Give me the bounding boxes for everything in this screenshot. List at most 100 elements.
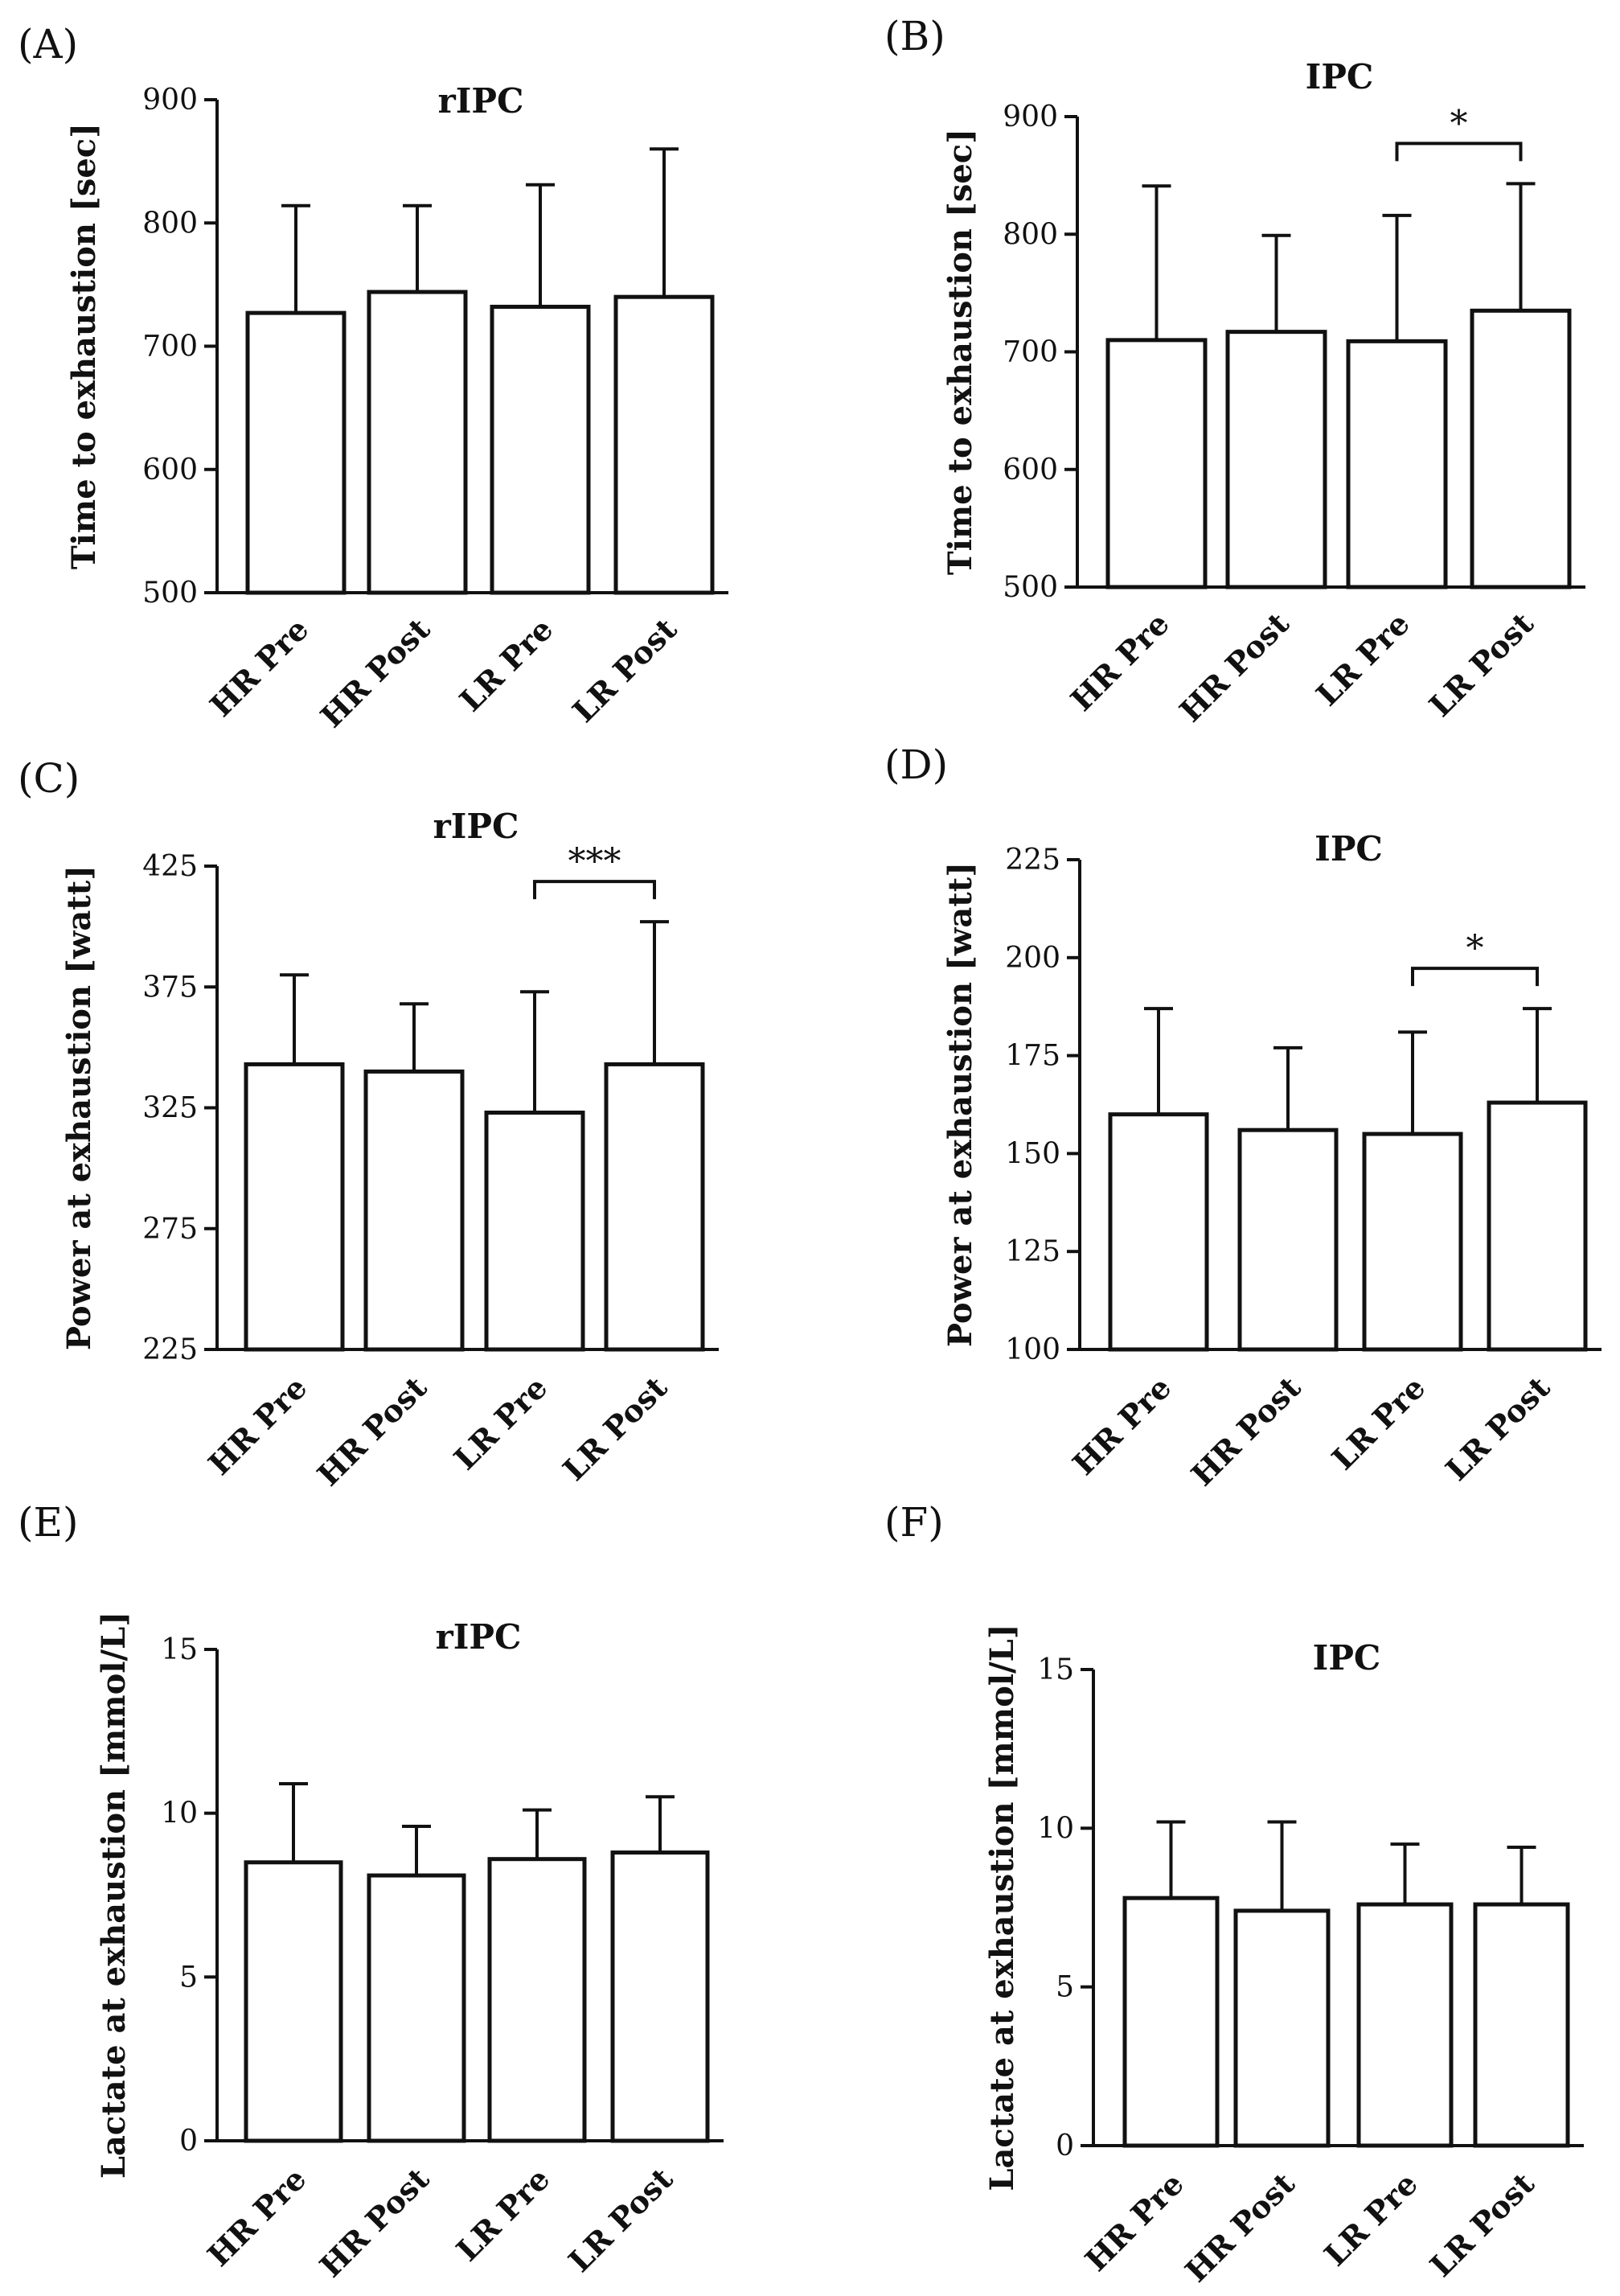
x-tick-label: HR Post bbox=[1184, 1369, 1308, 1493]
x-tick-label: HR Post bbox=[1172, 605, 1296, 729]
y-tick-label: 10 bbox=[161, 1797, 198, 1830]
panel-label: (C) bbox=[18, 755, 80, 802]
chart-panel-f: (F) IPC 0 5 10 15 Lactate at exhaustion [mmol/… bbox=[884, 1499, 1584, 2289]
y-tick-label: 150 bbox=[1005, 1137, 1060, 1170]
y-tick-label: 0 bbox=[1056, 2130, 1074, 2163]
x-tick-label: LR Post bbox=[556, 1369, 675, 1488]
x-tick-label: HR Post bbox=[314, 610, 437, 734]
x-tick-label: HR Pre bbox=[1078, 2166, 1191, 2278]
y-axis-label: Lactate at exhaustion [mmol/L] bbox=[95, 1612, 133, 2179]
y-tick-label: 500 bbox=[142, 577, 198, 610]
y-axis-label: Power at exhaustion [watt] bbox=[941, 862, 979, 1347]
bar-hr-post bbox=[1225, 330, 1327, 589]
x-tick-label: LR Post bbox=[1423, 2165, 1542, 2284]
bar-lr-post bbox=[613, 294, 715, 595]
y-tick-label: 100 bbox=[1005, 1333, 1060, 1366]
bar-hr-pre bbox=[244, 1062, 345, 1352]
bar-hr-pre bbox=[245, 310, 347, 595]
chart-title: rIPC bbox=[436, 1617, 522, 1657]
significance-bracket bbox=[533, 880, 656, 900]
x-tick-label: LR Pre bbox=[1324, 1370, 1432, 1477]
x-tick-label: HR Pre bbox=[200, 2161, 313, 2273]
x-tick-label: HR Post bbox=[313, 2160, 437, 2284]
bar-lr-pre bbox=[1356, 1902, 1454, 2148]
bar-lr-pre bbox=[484, 1111, 585, 1352]
y-tick-label: 700 bbox=[142, 331, 198, 363]
y-tick-label: 200 bbox=[1005, 942, 1060, 975]
y-tick-label: 500 bbox=[1003, 571, 1058, 604]
significance-label: *** bbox=[568, 841, 621, 882]
y-axis-label: Time to exhaustion [sec] bbox=[65, 123, 103, 569]
chart-panel-d: (D) IPC 100 125 150 175 200 225 Power at exhaust… bbox=[884, 741, 1602, 1493]
y-tick-label: 900 bbox=[142, 84, 198, 117]
x-tick-label: LR Pre bbox=[449, 2161, 556, 2269]
y-tick-label: 225 bbox=[142, 1333, 198, 1366]
x-tick-label: HR Pre bbox=[1064, 606, 1176, 718]
bar-hr-post bbox=[1233, 1908, 1331, 2148]
bar-hr-post bbox=[367, 290, 468, 595]
x-tick-label: LR Post bbox=[1422, 605, 1541, 724]
x-tick-label: LR Pre bbox=[446, 1370, 554, 1477]
y-tick-label: 325 bbox=[142, 1092, 198, 1125]
x-tick-label: LR Post bbox=[1438, 1369, 1557, 1488]
bar-lr-post bbox=[1473, 1902, 1570, 2148]
y-tick-label: 900 bbox=[1003, 101, 1058, 133]
y-tick-label: 125 bbox=[1005, 1235, 1060, 1268]
x-tick-label: HR Post bbox=[1178, 2165, 1302, 2289]
bar-hr-post bbox=[367, 1873, 466, 2143]
y-tick-label: 425 bbox=[142, 850, 198, 883]
chart-panel-c: (C) rIPC 225 275 325 375 425 Power at exhaustio… bbox=[18, 755, 719, 1493]
y-tick-label: 15 bbox=[1037, 1653, 1074, 1686]
chart-panel-e: (E) rIPC 0 5 10 15 Lactate at exhaustion [mmol… bbox=[18, 1499, 724, 2284]
bar-lr-post bbox=[1470, 308, 1572, 589]
bar-lr-pre bbox=[487, 1857, 587, 2143]
bar-lr-pre bbox=[1362, 1132, 1463, 1352]
panel-label: (B) bbox=[884, 13, 945, 60]
y-tick-label: 10 bbox=[1037, 1812, 1074, 1845]
y-tick-label: 5 bbox=[1056, 1971, 1074, 2004]
significance-bracket bbox=[1395, 142, 1523, 162]
bar-hr-pre bbox=[1122, 1896, 1220, 2148]
x-tick-label: LR Pre bbox=[452, 611, 560, 719]
bar-hr-post bbox=[363, 1069, 465, 1352]
y-tick-label: 600 bbox=[142, 454, 198, 487]
y-axis-label: Power at exhaustion [watt] bbox=[60, 865, 98, 1350]
x-tick-label: LR Post bbox=[561, 2160, 680, 2279]
panel-label: (A) bbox=[18, 21, 78, 68]
chart-title: rIPC bbox=[438, 81, 524, 121]
y-tick-label: 375 bbox=[142, 971, 198, 1004]
y-tick-label: 600 bbox=[1003, 454, 1058, 487]
bar-lr-post bbox=[610, 1850, 710, 2143]
bar-lr-post bbox=[1487, 1100, 1588, 1352]
panel-label: (D) bbox=[884, 741, 948, 788]
significance-label: * bbox=[1450, 103, 1468, 144]
y-tick-label: 700 bbox=[1003, 336, 1058, 369]
y-tick-label: 15 bbox=[161, 1633, 198, 1666]
bar-hr-pre bbox=[1105, 338, 1208, 589]
chart-panel-b: (B) IPC 500 600 700 800 900 Time to exhaustion … bbox=[884, 13, 1585, 729]
y-axis-label: Lactate at exhaustion [mmol/L] bbox=[983, 1624, 1021, 2191]
x-tick-label: HR Pre bbox=[203, 611, 315, 724]
y-tick-label: 175 bbox=[1005, 1040, 1060, 1073]
y-tick-label: 5 bbox=[179, 1961, 198, 1994]
significance-label: * bbox=[1466, 928, 1484, 969]
panel-label: (E) bbox=[18, 1499, 79, 1546]
y-tick-label: 800 bbox=[142, 207, 198, 240]
chart-panel-a: (A) rIPC 500 600 700 800 900 Time to exhaustion… bbox=[18, 21, 728, 734]
x-tick-label: LR Post bbox=[565, 610, 684, 729]
bar-hr-pre bbox=[244, 1860, 343, 2143]
y-tick-label: 275 bbox=[142, 1213, 198, 1246]
y-tick-label: 800 bbox=[1003, 218, 1058, 251]
bar-lr-pre bbox=[1346, 339, 1448, 589]
bar-lr-pre bbox=[490, 304, 591, 595]
y-axis-label: Time to exhaustion [sec] bbox=[941, 129, 979, 575]
chart-title: IPC bbox=[1306, 57, 1374, 97]
panel-label: (F) bbox=[884, 1499, 944, 1546]
x-tick-label: HR Pre bbox=[1065, 1370, 1178, 1482]
bar-lr-post bbox=[604, 1062, 705, 1352]
y-tick-label: 225 bbox=[1005, 844, 1060, 877]
bar-hr-post bbox=[1237, 1127, 1339, 1352]
x-tick-label: LR Pre bbox=[1317, 2166, 1425, 2273]
bar-hr-pre bbox=[1108, 1112, 1209, 1352]
